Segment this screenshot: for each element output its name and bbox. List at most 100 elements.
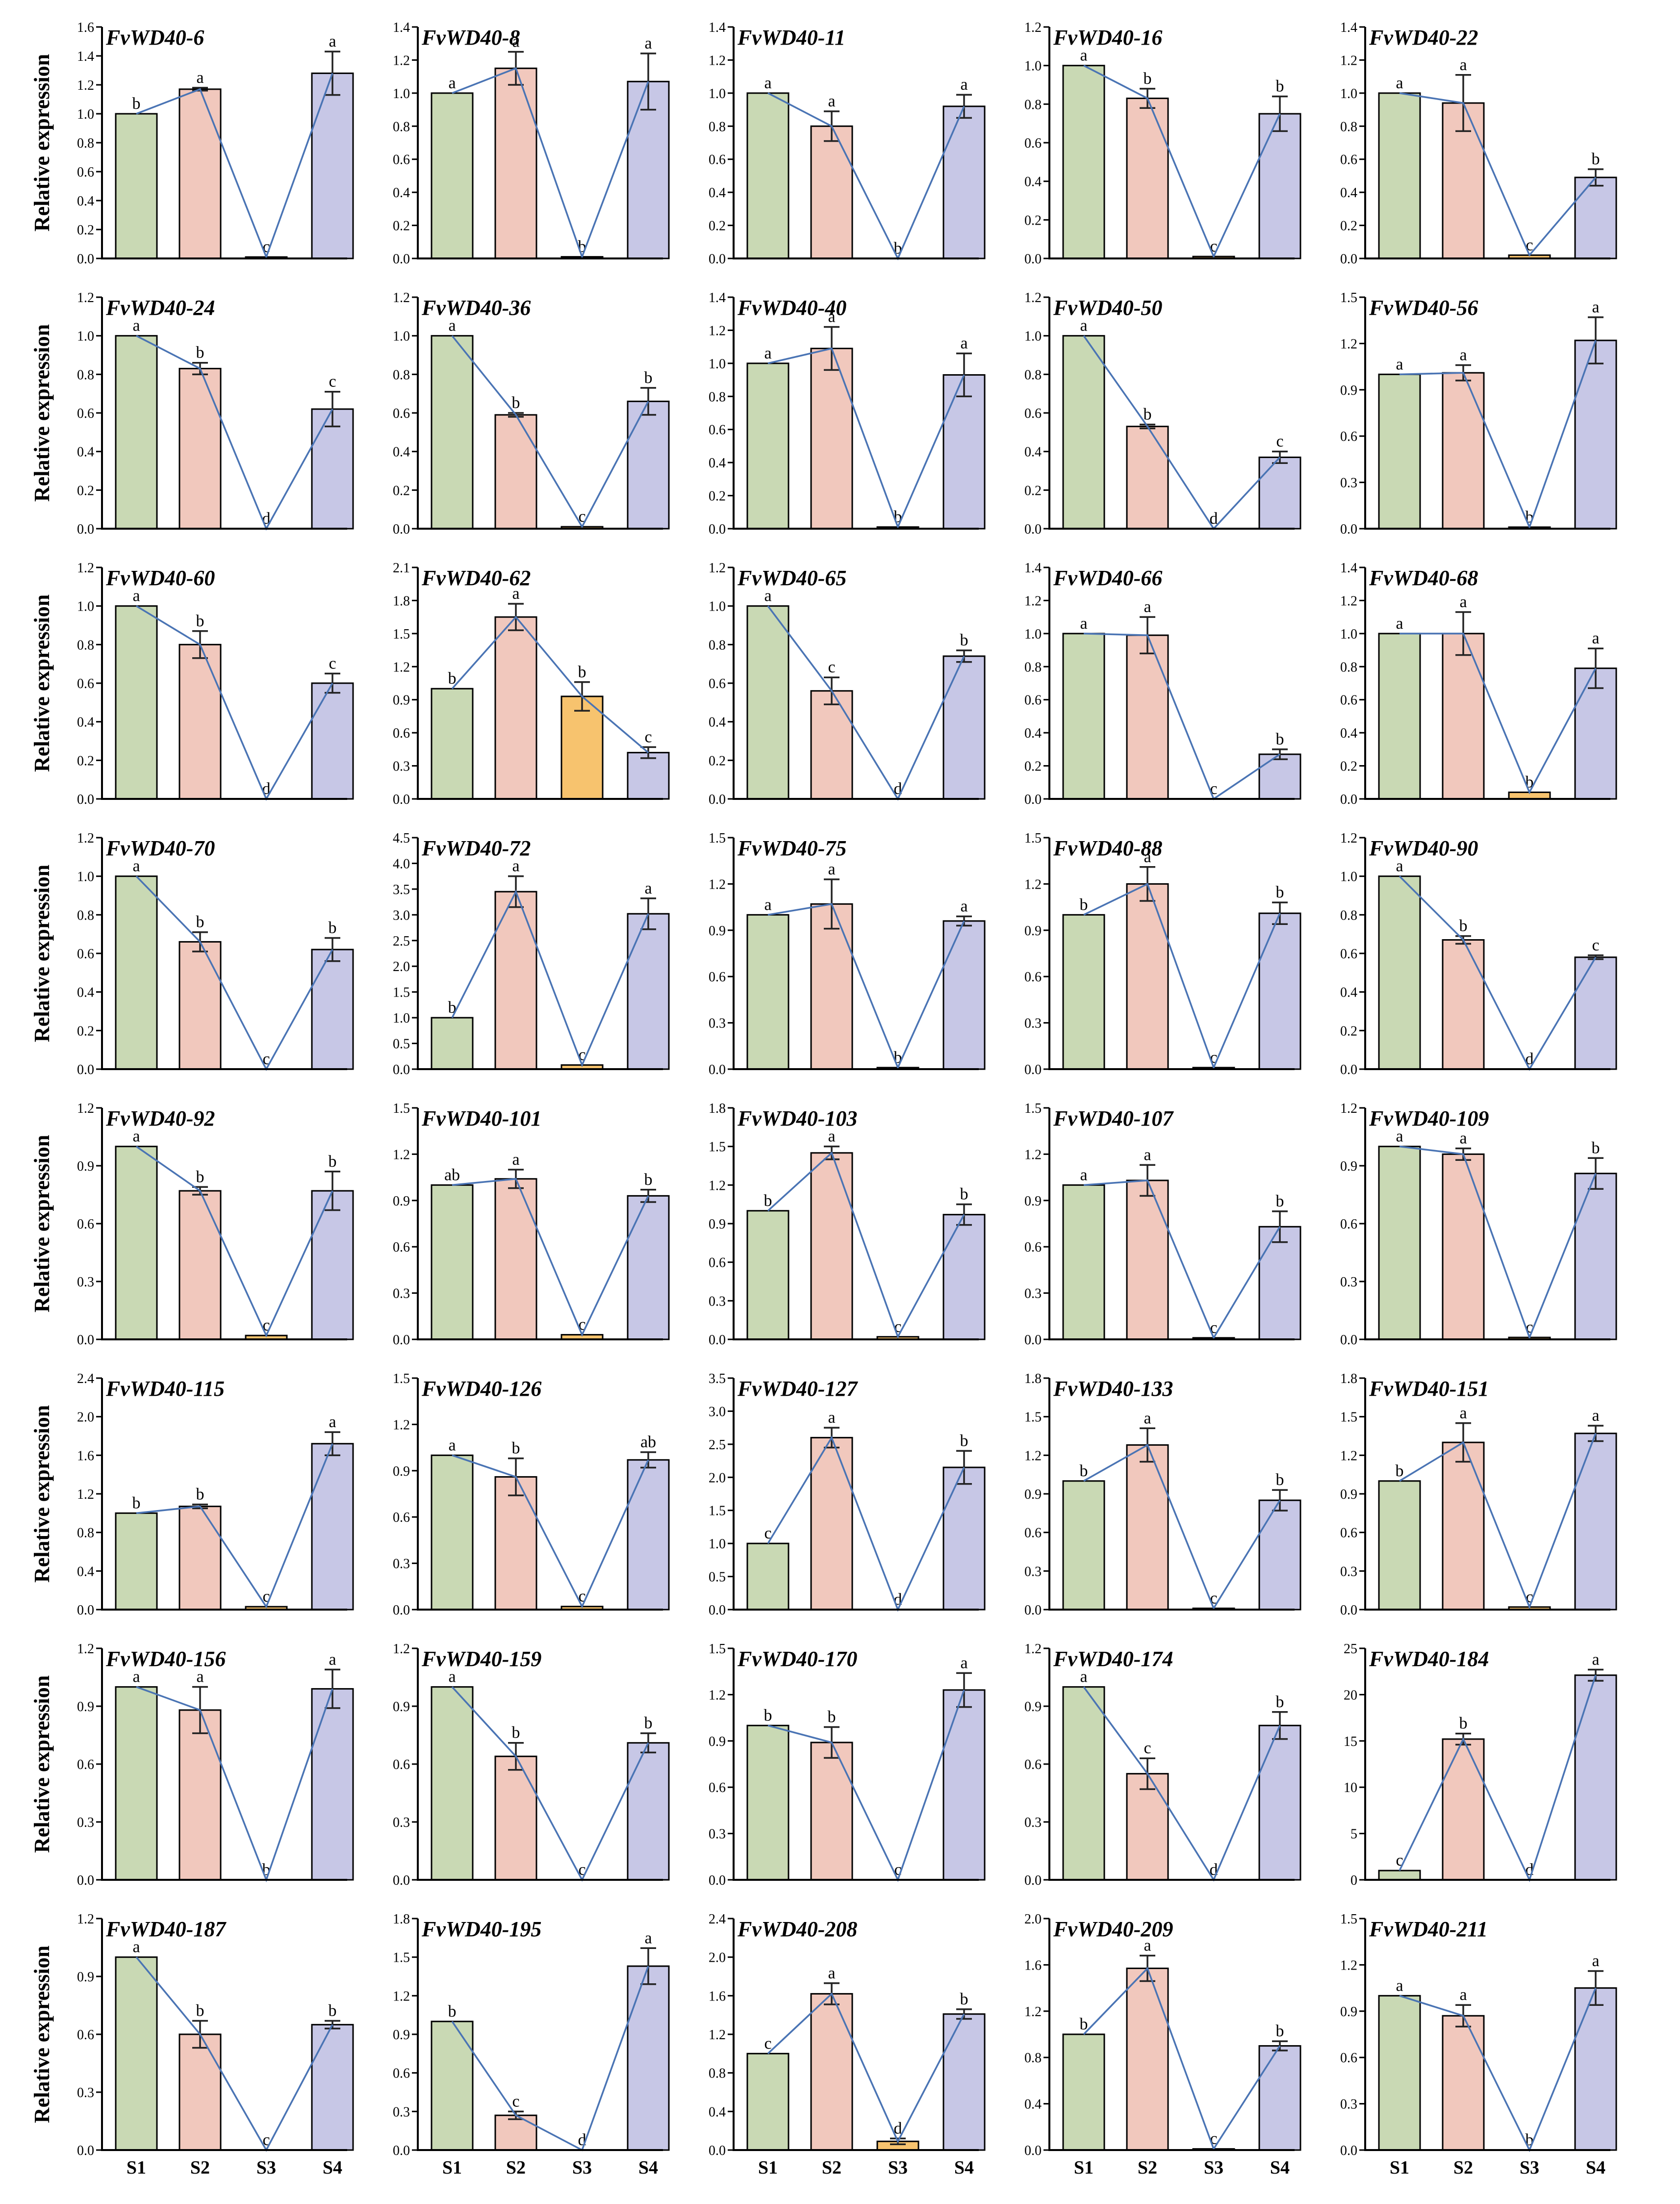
y-tick-label: 0.3 [1024, 1564, 1042, 1579]
y-tick-label: 1.5 [393, 985, 410, 1000]
y-tick-label: 0.9 [709, 1734, 726, 1749]
y-tick-label: 1.5 [709, 1504, 726, 1519]
y-tick-label: 0.8 [393, 367, 410, 383]
y-tick-label: 1.2 [1024, 1448, 1042, 1463]
y-tick-label: 0.3 [1340, 476, 1357, 491]
y-tick-label: 1.2 [709, 2027, 726, 2043]
bar-S2 [1126, 1773, 1169, 1881]
y-tick-label: 0.9 [393, 1699, 410, 1715]
bar-S2 [178, 88, 222, 259]
bar-S1 [746, 1210, 789, 1340]
y-tick-label: 0.9 [1024, 1699, 1042, 1715]
y-tick-label: 0.8 [1024, 660, 1042, 675]
bar-S1 [115, 875, 158, 1070]
y-tick-label: 1.5 [1340, 290, 1357, 306]
bar-S2 [1442, 633, 1485, 800]
y-tick-label: 0.0 [77, 252, 94, 267]
y-tick-label: 1.2 [709, 561, 726, 576]
x-tick-label: S4 [1586, 2157, 1605, 2178]
y-tick-label: 0.6 [77, 1217, 94, 1232]
y-tick-label: 1.8 [393, 593, 410, 609]
y-tick-label: 2.0 [1024, 1912, 1042, 1927]
bar-S4 [1258, 1499, 1301, 1611]
y-tick-label: 0.0 [1024, 2143, 1042, 2158]
y-tick-label: 1.5 [709, 831, 726, 846]
y-tick-label: 0.2 [1340, 759, 1357, 774]
bar-S4 [627, 1195, 670, 1340]
significance-label: a [196, 69, 204, 87]
y-tick-label: 0.9 [393, 2027, 410, 2043]
significance-label: a [960, 76, 967, 94]
y-tick-label: 1.4 [709, 20, 726, 35]
bar-S2 [1442, 1153, 1485, 1340]
y-tick-label: 0.8 [1024, 367, 1042, 383]
bar-S1 [1062, 1184, 1105, 1340]
y-tick-label: 0.0 [1024, 792, 1042, 807]
bar-S1 [115, 335, 158, 530]
y-tick-label: 0.9 [1024, 1194, 1042, 1209]
trend-line [451, 335, 649, 529]
significance-label: a [1396, 615, 1403, 633]
y-tick-label: 0.6 [393, 2066, 410, 2081]
significance-label: c [1210, 780, 1217, 798]
y-tick-label: 1.8 [393, 1912, 410, 1927]
x-tick-label: S3 [572, 2157, 592, 2178]
y-tick-label: 0.6 [709, 676, 726, 692]
y-tick-label: 0.2 [709, 219, 726, 234]
y-tick-label: 0.8 [709, 638, 726, 653]
y-tick-label: 0.0 [709, 1062, 726, 1077]
y-tick-label: 1.0 [393, 86, 410, 102]
bar-S2 [178, 1190, 222, 1340]
bar-S2 [1442, 2015, 1485, 2151]
chart-title: FvWD40-50 [1053, 296, 1162, 320]
chart-title: FvWD40-156 [105, 1647, 226, 1671]
y-tick-label: 0.0 [77, 1603, 94, 1618]
bar-S2 [178, 2033, 222, 2151]
bar-S2 [494, 1178, 537, 1340]
significance-label: b [1396, 1462, 1404, 1480]
y-tick-label: 0.6 [1024, 970, 1042, 985]
trend-line [1399, 1987, 1597, 2153]
chart-title: FvWD40-126 [421, 1377, 541, 1401]
bar-S2 [810, 1436, 853, 1611]
y-tick-label: 0.0 [1024, 252, 1042, 267]
y-tick-label: 0.8 [77, 908, 94, 923]
significance-label: b [329, 1153, 337, 1171]
y-tick-label: 0.6 [1024, 406, 1042, 421]
significance-label: b [196, 913, 204, 931]
y-axis-label: Relative expression [30, 1405, 54, 1583]
trend-line [136, 1686, 333, 1883]
bar-S1 [1378, 92, 1421, 259]
bar-S1 [746, 362, 789, 530]
y-tick-label: 2.0 [393, 959, 410, 974]
chart-title: FvWD40-68 [1369, 566, 1478, 590]
bar-S2 [1126, 1967, 1169, 2151]
y-tick-label: 0.3 [393, 1815, 410, 1830]
y-tick-label: 1.2 [1024, 20, 1042, 35]
significance-label: a [512, 33, 519, 51]
y-tick-label: 0.4 [709, 456, 726, 471]
significance-label: b [1080, 1462, 1088, 1480]
bar-S1 [431, 1686, 474, 1881]
y-tick-label: 4.0 [393, 856, 410, 871]
y-tick-label: 0.2 [709, 753, 726, 769]
y-tick-label: 0.3 [1340, 2097, 1357, 2112]
trend-line [1083, 1179, 1281, 1340]
y-tick-label: 2.4 [77, 1371, 94, 1386]
y-tick-label: 0.2 [1340, 1024, 1357, 1039]
bar-S1 [115, 1512, 158, 1611]
chart-panel-FvWD40-66: 0.0 0.2 0.4 0.6 0.8 1.0 1.2 1.4 a a c b FvWD40-66 [1024, 561, 1301, 807]
bar-S2 [1442, 1738, 1485, 1881]
chart-title: FvWD40-24 [105, 296, 215, 320]
y-tick-label: 0.3 [1024, 1016, 1042, 1031]
chart-title: FvWD40-22 [1369, 26, 1478, 50]
y-tick-label: 0.0 [77, 2143, 94, 2158]
bar-S4 [942, 1466, 986, 1611]
bar-S4 [1258, 456, 1301, 530]
y-tick-label: 0.3 [709, 1827, 726, 1842]
y-tick-label: 1.2 [1024, 877, 1042, 892]
y-tick-label: 0.0 [393, 252, 410, 267]
